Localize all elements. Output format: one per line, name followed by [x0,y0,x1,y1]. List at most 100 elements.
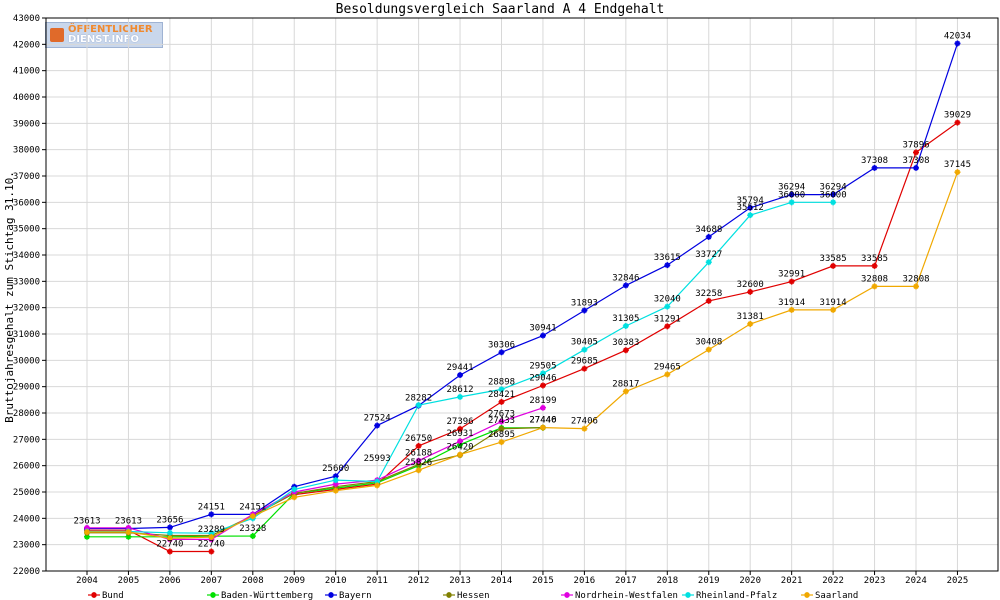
data-point [374,478,381,485]
data-point [166,529,173,536]
data-label: 31305 [612,314,639,324]
y-tick-label: 38000 [13,146,40,156]
data-point [954,169,961,176]
y-tick-label: 34000 [13,251,40,261]
y-axis-ticks: 22000 23000 24000 25000 26000 27000 28000 29000… [13,14,46,577]
data-point [457,372,464,379]
data-point [249,533,256,540]
data-point [705,233,712,240]
data-label: 25600 [322,464,349,474]
data-label: 24151 [198,502,225,512]
x-tick-label: 2025 [947,576,969,586]
legend-label: Baden-Württemberg [221,591,313,600]
data-point [705,346,712,353]
data-point [747,288,754,295]
data-label: 30306 [488,340,515,350]
data-label: 35794 [737,196,764,206]
y-tick-label: 43000 [13,14,40,24]
data-label: 23656 [156,515,183,525]
plot-area-frame [45,17,999,572]
x-tick-label: 2009 [283,576,305,586]
data-label: 23613 [73,517,100,527]
data-point [415,457,422,464]
data-label: 27440 [529,416,556,426]
data-label: 25826 [405,458,432,468]
data-point [664,371,671,378]
data-point [415,442,422,449]
data-label: 28817 [612,379,639,389]
data-labels: 23613 23613 23656 22740 24151 22740 23289 24151… [73,31,971,549]
data-point [664,262,671,269]
site-logo: ÖFFENTLICHER DIENST.INFO [45,22,163,48]
data-label: 30383 [612,338,639,348]
data-point [913,164,919,171]
data-point [498,349,505,356]
data-label: 28421 [488,390,515,400]
data-label: 27446 [529,416,556,426]
data-point [539,382,546,389]
data-label: 36294 [778,183,805,193]
data-point [788,306,795,313]
data-label: 29685 [571,357,598,367]
data-point [332,487,339,494]
data-point [457,451,464,458]
data-point [830,306,837,313]
data-label: 27406 [571,417,598,427]
data-point [788,191,795,198]
data-label: 32258 [695,289,722,299]
data-point [208,511,215,518]
data-point [498,398,505,405]
data-point [954,119,961,126]
data-label: 26931 [447,429,474,439]
grid-lines [46,18,998,571]
data-point [705,259,712,266]
x-tick-label: 2017 [615,576,637,586]
data-label: 28199 [529,396,556,406]
data-point [830,199,837,206]
y-tick-label: 30000 [13,356,40,366]
data-point [581,425,588,432]
data-point [166,524,173,531]
data-label: 32808 [861,274,888,284]
x-tick-label: 2022 [822,576,844,586]
data-label: 37308 [861,156,888,166]
data-label: 29046 [529,373,556,383]
data-label: 31893 [571,298,598,308]
data-label: 29505 [529,361,556,371]
data-point [747,204,754,211]
data-label: 36000 [820,190,847,200]
data-point [457,393,464,400]
legend-marker-2 [328,592,334,598]
data-point [84,529,90,536]
y-tick-label: 41000 [13,67,40,77]
y-axis-label: Bruttojahresgehalt zum Stichtag 31.10. [3,171,16,423]
data-point [664,323,671,330]
data-point [84,533,90,540]
data-label: 26750 [405,434,432,444]
y-tick-label: 39000 [13,119,40,129]
data-point [125,524,132,531]
data-point [788,278,795,285]
data-label: 28898 [488,377,515,387]
y-tick-label: 24000 [13,514,40,524]
y-tick-label: 40000 [13,93,40,103]
data-label: 28282 [405,394,432,404]
data-point [498,425,505,432]
data-point [415,461,422,468]
legend-marker-5 [685,592,691,598]
data-point [415,402,422,409]
legend-label: Nordrhein-Westfalen [575,591,678,600]
data-point [788,199,795,206]
data-label: 36294 [820,183,847,193]
data-point [539,370,546,377]
x-tick-label: 2023 [864,576,886,586]
data-point [871,283,878,290]
data-label: 27396 [447,417,474,427]
data-point [622,322,629,329]
data-point [249,513,256,520]
series-line-0 [87,529,212,553]
data-label: 30941 [529,324,556,334]
data-label: 25993 [364,454,391,464]
data-point [208,530,215,537]
